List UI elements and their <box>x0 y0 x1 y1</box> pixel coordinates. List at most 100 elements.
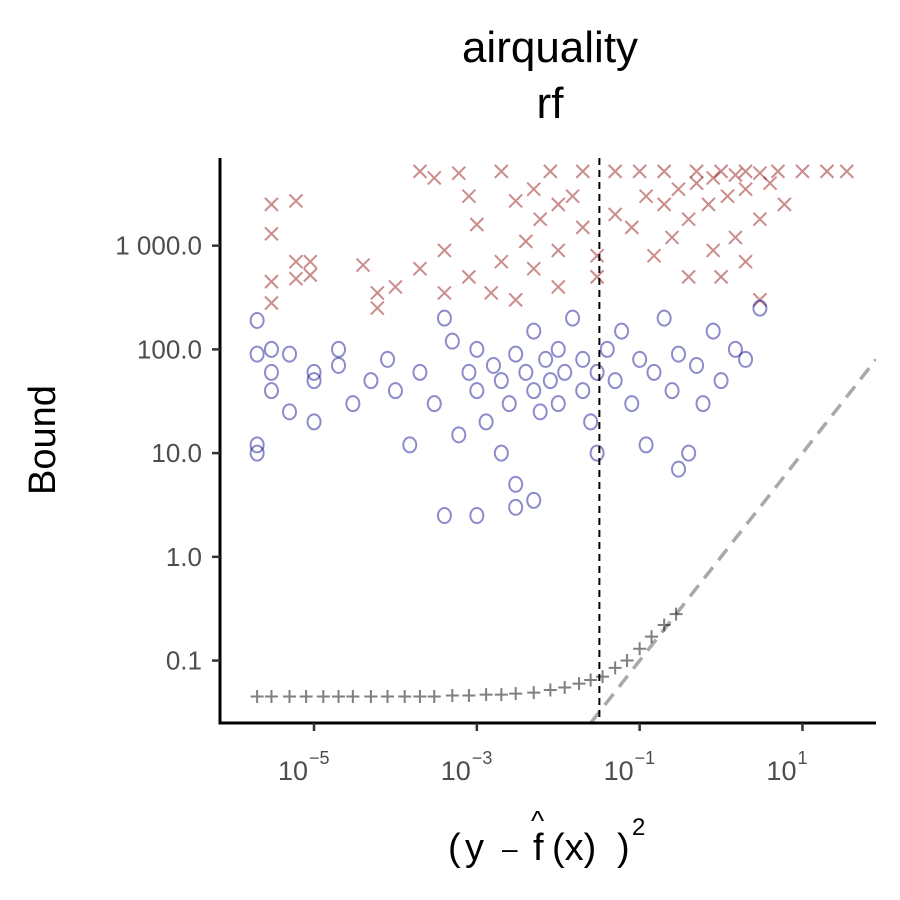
point-o-42 <box>557 363 573 381</box>
point-+-6 <box>346 690 360 704</box>
point-o-70 <box>436 507 452 525</box>
point-o-7 <box>282 345 298 363</box>
point-x-55 <box>689 176 704 191</box>
point-+-27 <box>657 618 671 632</box>
svg-text:10: 10 <box>278 756 308 786</box>
point-x-13 <box>427 170 442 186</box>
point-x-22 <box>526 182 541 197</box>
point-o-46 <box>583 413 599 431</box>
point-+-7 <box>364 690 378 704</box>
point-o-34 <box>518 363 534 381</box>
point-o-18 <box>402 436 418 454</box>
point-+-2 <box>283 690 297 704</box>
point-x-4 <box>288 271 304 286</box>
point-o-26 <box>469 340 485 358</box>
point-o-23 <box>451 426 467 444</box>
point-+-12 <box>445 689 459 703</box>
point-x-7 <box>303 254 318 269</box>
point-o-25 <box>469 382 485 400</box>
x-tick-label-0: 10 −5 <box>278 748 330 786</box>
point-+-25 <box>633 642 647 656</box>
point-x-58 <box>752 165 768 181</box>
point-o-21 <box>436 309 452 327</box>
point-x-64 <box>738 182 753 197</box>
point-o-58 <box>671 345 687 363</box>
point-o-65 <box>738 350 754 368</box>
point-+-1 <box>264 690 278 704</box>
point-o-13 <box>331 356 347 374</box>
point-x-62 <box>701 197 716 212</box>
point-o-66 <box>752 299 768 317</box>
point-x-46 <box>770 164 786 179</box>
point-x-72 <box>738 254 753 269</box>
svg-text:10: 10 <box>766 756 796 786</box>
point-o-51 <box>614 322 630 340</box>
point-o-15 <box>363 372 379 390</box>
point-o-61 <box>695 395 711 413</box>
point-o-62 <box>705 322 721 340</box>
point-o-54 <box>638 436 654 454</box>
point-o-50 <box>607 372 623 390</box>
point-x-59 <box>646 248 662 263</box>
point-+-13 <box>462 689 476 703</box>
x-tick-label-2: 10 −1 <box>604 748 656 786</box>
point-x-61 <box>681 211 696 227</box>
point-o-55 <box>646 363 662 381</box>
point-+-3 <box>299 690 313 704</box>
point-x-33 <box>494 254 509 269</box>
x-axis-title-minus: – <box>502 833 518 864</box>
svg-text:−1: −1 <box>635 748 656 768</box>
point-+-22 <box>596 670 610 684</box>
point-x-16 <box>388 279 403 295</box>
point-o-35 <box>526 382 542 400</box>
point-o-0 <box>249 311 265 329</box>
point-o-11 <box>306 372 322 390</box>
point-x-56 <box>705 170 721 186</box>
point-o-33 <box>508 475 524 493</box>
point-o-47 <box>589 363 605 381</box>
point-+-18 <box>543 683 557 697</box>
point-x-65 <box>762 176 778 191</box>
point-o-9 <box>306 363 322 381</box>
x-axis-title-close: ) <box>617 827 630 869</box>
point-x-67 <box>705 243 721 258</box>
svg-text:1: 1 <box>797 748 807 768</box>
point-o-41 <box>550 395 566 413</box>
point-x-23 <box>543 164 558 179</box>
point-x-35 <box>437 285 452 301</box>
point-o-29 <box>493 372 509 390</box>
point-o-44 <box>575 382 591 400</box>
point-o-5 <box>263 382 279 400</box>
point-o-48 <box>589 444 605 462</box>
point-x-53 <box>656 197 672 212</box>
x-axis-title-y: y <box>465 827 484 869</box>
point-x-50 <box>607 207 623 222</box>
x-axis-title-hat: ^ <box>531 805 544 836</box>
point-o-19 <box>412 363 428 381</box>
svg-text:−5: −5 <box>309 748 330 768</box>
point-+-15 <box>494 688 508 702</box>
point-o-43 <box>565 309 581 327</box>
point-o-60 <box>689 356 705 374</box>
point-o-27 <box>478 413 494 431</box>
point-x-43 <box>689 164 704 179</box>
point-o-59 <box>681 444 697 462</box>
point-o-31 <box>501 395 517 413</box>
point-o-39 <box>542 372 558 390</box>
y-tick-label-0: 0.1 <box>166 646 202 676</box>
point-x-48 <box>819 164 835 179</box>
point-x-49 <box>839 164 854 179</box>
point-x-37 <box>508 292 523 308</box>
point-o-40 <box>550 340 566 358</box>
point-x-41 <box>632 164 647 179</box>
point-o-63 <box>713 372 729 390</box>
point-+-9 <box>398 690 412 704</box>
point-x-69 <box>752 211 768 227</box>
point-x-32 <box>526 261 541 276</box>
series-o <box>249 299 768 525</box>
svg-text:10: 10 <box>604 756 634 786</box>
point-x-39 <box>589 269 605 285</box>
point-o-64 <box>727 340 743 358</box>
point-o-69 <box>526 491 542 509</box>
